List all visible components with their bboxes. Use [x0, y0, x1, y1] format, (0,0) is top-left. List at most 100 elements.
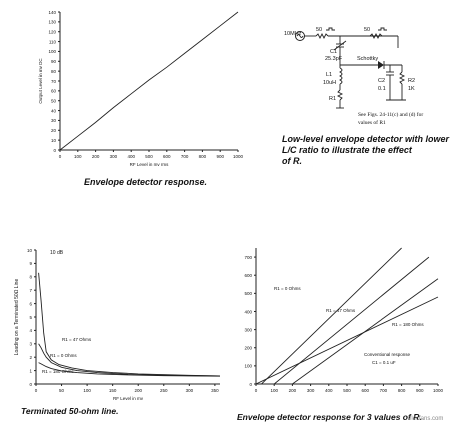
series-annotation: R1 = 47 Ohms: [62, 337, 92, 342]
y-tick-label: 200: [244, 346, 252, 351]
x-tick-label: 400: [325, 388, 333, 393]
y-tick-label: 2: [29, 355, 32, 360]
y-tick-label: 20: [51, 128, 57, 133]
chart-three-values: 0 100 200 300 400 500 600 700 800 900 1000 0 100 200 3…: [244, 247, 444, 393]
watermark: elecfans.com: [408, 416, 443, 422]
y-tick-label: 600: [244, 273, 252, 278]
y-tick-label: 1: [29, 368, 32, 373]
y-tick-label: 120: [48, 30, 56, 35]
chart-envelope-response: 0 100 200 300 400 500 600 700 800 900 1000 0 10 20 30 4…: [38, 10, 244, 167]
x-tick-label: 600: [163, 154, 171, 159]
x-tick-label: 700: [380, 388, 388, 393]
y-tick-label: 500: [244, 291, 252, 296]
series-annotation: R1 = 47 Ohms: [326, 308, 356, 313]
x-tick-label: 100: [74, 154, 82, 159]
y-tick-label: 0: [53, 148, 56, 153]
caption-three-values: Envelope detector response for 3 values …: [237, 412, 422, 422]
series-line-1: [38, 272, 221, 377]
x-tick-label: 100: [270, 388, 278, 393]
y-tick-label: 140: [48, 10, 56, 15]
y-tick-label: 300: [244, 327, 252, 332]
x-tick-label: 300: [186, 388, 194, 393]
y-tick-label: 10: [27, 248, 33, 253]
y-tick-label: 4: [29, 328, 32, 333]
y-tick-label: 50: [51, 99, 57, 104]
x-tick-label: 0: [59, 154, 62, 159]
resistor-in-label: 50: [316, 27, 322, 33]
x-tick-label: 600: [361, 388, 369, 393]
series-annotation: R1 = 0 Ohms: [50, 353, 77, 358]
x-tick-label: 150: [109, 388, 117, 393]
chart-terminated-line: 0 50 100 150 200 250 300 350 0 1 2 3 4 5 6 7 8 9 10 Loading…: [14, 248, 221, 401]
inductor-symbol: [338, 67, 343, 85]
y-tick-label: 40: [51, 108, 57, 113]
x-tick-label: 300: [110, 154, 118, 159]
y-axis-label: Output Level in mv DC: [38, 58, 43, 104]
x-tick-label: 1000: [433, 388, 444, 393]
y-tick-label: 90: [51, 59, 57, 64]
x-tick-label: 1000: [233, 154, 244, 159]
x-tick-label: 250: [160, 388, 168, 393]
x-tick-label: 700: [181, 154, 189, 159]
l1-value: 10uH: [323, 80, 336, 86]
x-tick-label: 800: [199, 154, 207, 159]
caption-terminated-line: Terminated 50-ohm line.: [21, 406, 118, 416]
caption-schematic: Low-level envelope detector with lower L…: [282, 134, 452, 166]
r2-symbol: [398, 71, 406, 85]
series-line-1: [261, 247, 402, 385]
x-tick-label: 500: [343, 388, 351, 393]
x-tick-label: 0: [255, 388, 258, 393]
series-annotation: Conventional response: [364, 352, 411, 357]
series-line-2: [38, 343, 221, 377]
series-annotation: C1 = 0.1 uF: [372, 360, 396, 365]
x-tick-label: 400: [127, 154, 135, 159]
c1-label: C1: [330, 49, 337, 55]
x-axis-label: RF Level in mv: [113, 396, 144, 401]
y-tick-label: 7: [29, 288, 32, 293]
y-tick-label: 8: [29, 275, 32, 280]
y-tick-label: 130: [48, 20, 56, 25]
caption-envelope-response: Envelope detector response.: [84, 177, 207, 187]
x-tick-label: 500: [145, 154, 153, 159]
r2-label: R2: [408, 78, 415, 84]
x-tick-label: 100: [83, 388, 91, 393]
resistor-out: [369, 32, 383, 40]
series-line-2: [273, 256, 430, 385]
series-annotation: R1 = 180 Ohms: [392, 322, 424, 327]
source-wave: [296, 34, 304, 38]
x-axis-label: RF Level in mv rms: [130, 162, 170, 167]
c1-value: 25.3pF: [325, 56, 343, 62]
y-axis-label: Loading on a Terminated 50Ω Line: [14, 279, 20, 356]
note-line-2: values of R1: [358, 119, 386, 126]
x-tick-label: 0: [35, 388, 38, 393]
schematic-envelope-detector: 10MHz 50 50 C1 25.3pF Schottky L1 10uH R…: [284, 27, 423, 126]
l1-label: L1: [326, 72, 332, 78]
diode-label: Schottky: [357, 56, 378, 62]
y-tick-label: 100: [48, 49, 56, 54]
r2-value: 1K: [408, 86, 415, 92]
c2-label: C2: [378, 78, 385, 84]
x-tick-label: 300: [307, 388, 315, 393]
y-tick-label: 400: [244, 309, 252, 314]
y-tick-label: 3: [29, 342, 32, 347]
x-tick-label: 200: [92, 154, 100, 159]
y-tick-label: 70: [51, 79, 57, 84]
y-tick-label: 10: [51, 138, 57, 143]
r1-label: R1: [329, 96, 336, 102]
y-tick-label: 700: [244, 255, 252, 260]
series-line-4: [255, 296, 439, 385]
y-tick-label: 6: [29, 301, 32, 306]
source-label: 10MHz: [284, 31, 302, 37]
x-tick-label: 50: [59, 388, 65, 393]
y-tick-label: 80: [51, 69, 57, 74]
x-tick-label: 900: [216, 154, 224, 159]
x-tick-label: 900: [416, 388, 424, 393]
y-tick-label: 60: [51, 89, 57, 94]
series-annotation: R1 = 180 Ohms: [42, 369, 74, 374]
y-tick-label: 9: [29, 261, 32, 266]
y-tick-label: 0: [249, 382, 252, 387]
c2-value: 0.1: [378, 86, 386, 92]
y-tick-label: 110: [49, 39, 57, 44]
y-tick-label: 5: [29, 315, 32, 320]
